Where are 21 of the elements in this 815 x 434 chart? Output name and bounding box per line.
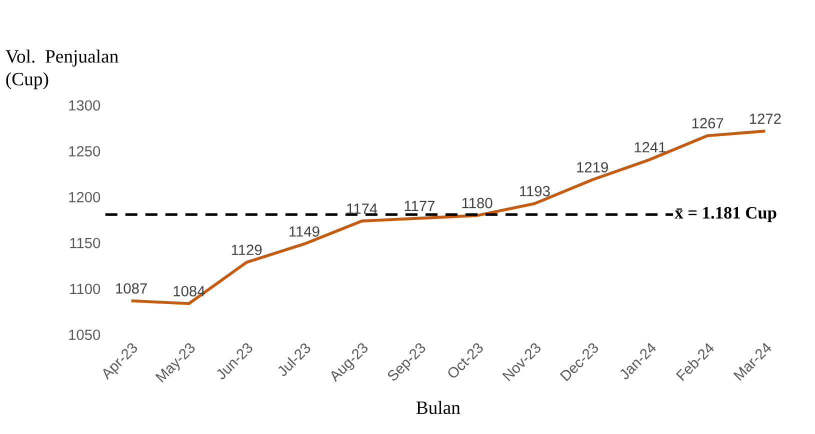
- ref-line-label: x̄ = 1.181 Cup: [674, 207, 776, 222]
- data-label: 1241: [634, 142, 666, 153]
- data-label: 1180: [462, 198, 492, 209]
- y-tick-label: 1250: [69, 146, 100, 157]
- data-label: 1174: [347, 204, 378, 214]
- data-label: 1177: [404, 201, 434, 212]
- data-label: 1219: [577, 162, 608, 173]
- y-tick-label: 1300: [69, 100, 100, 111]
- data-label: 1087: [116, 283, 147, 294]
- y-tick-label: 1200: [69, 192, 100, 203]
- y-tick-label: 1050: [69, 330, 100, 340]
- data-label: 1272: [750, 114, 781, 124]
- y-tick-label: 1100: [70, 284, 100, 294]
- data-label: 1193: [520, 186, 550, 197]
- data-label: 1267: [692, 118, 724, 129]
- data-label: 1084: [174, 286, 205, 297]
- data-label: 1149: [290, 226, 320, 237]
- x-axis-title: Bulan: [416, 401, 460, 414]
- y-axis-title: Vol. Penjualan (Cup): [6, 50, 118, 90]
- data-label: 1129: [232, 244, 262, 256]
- y-tick-label: 1150: [70, 238, 100, 248]
